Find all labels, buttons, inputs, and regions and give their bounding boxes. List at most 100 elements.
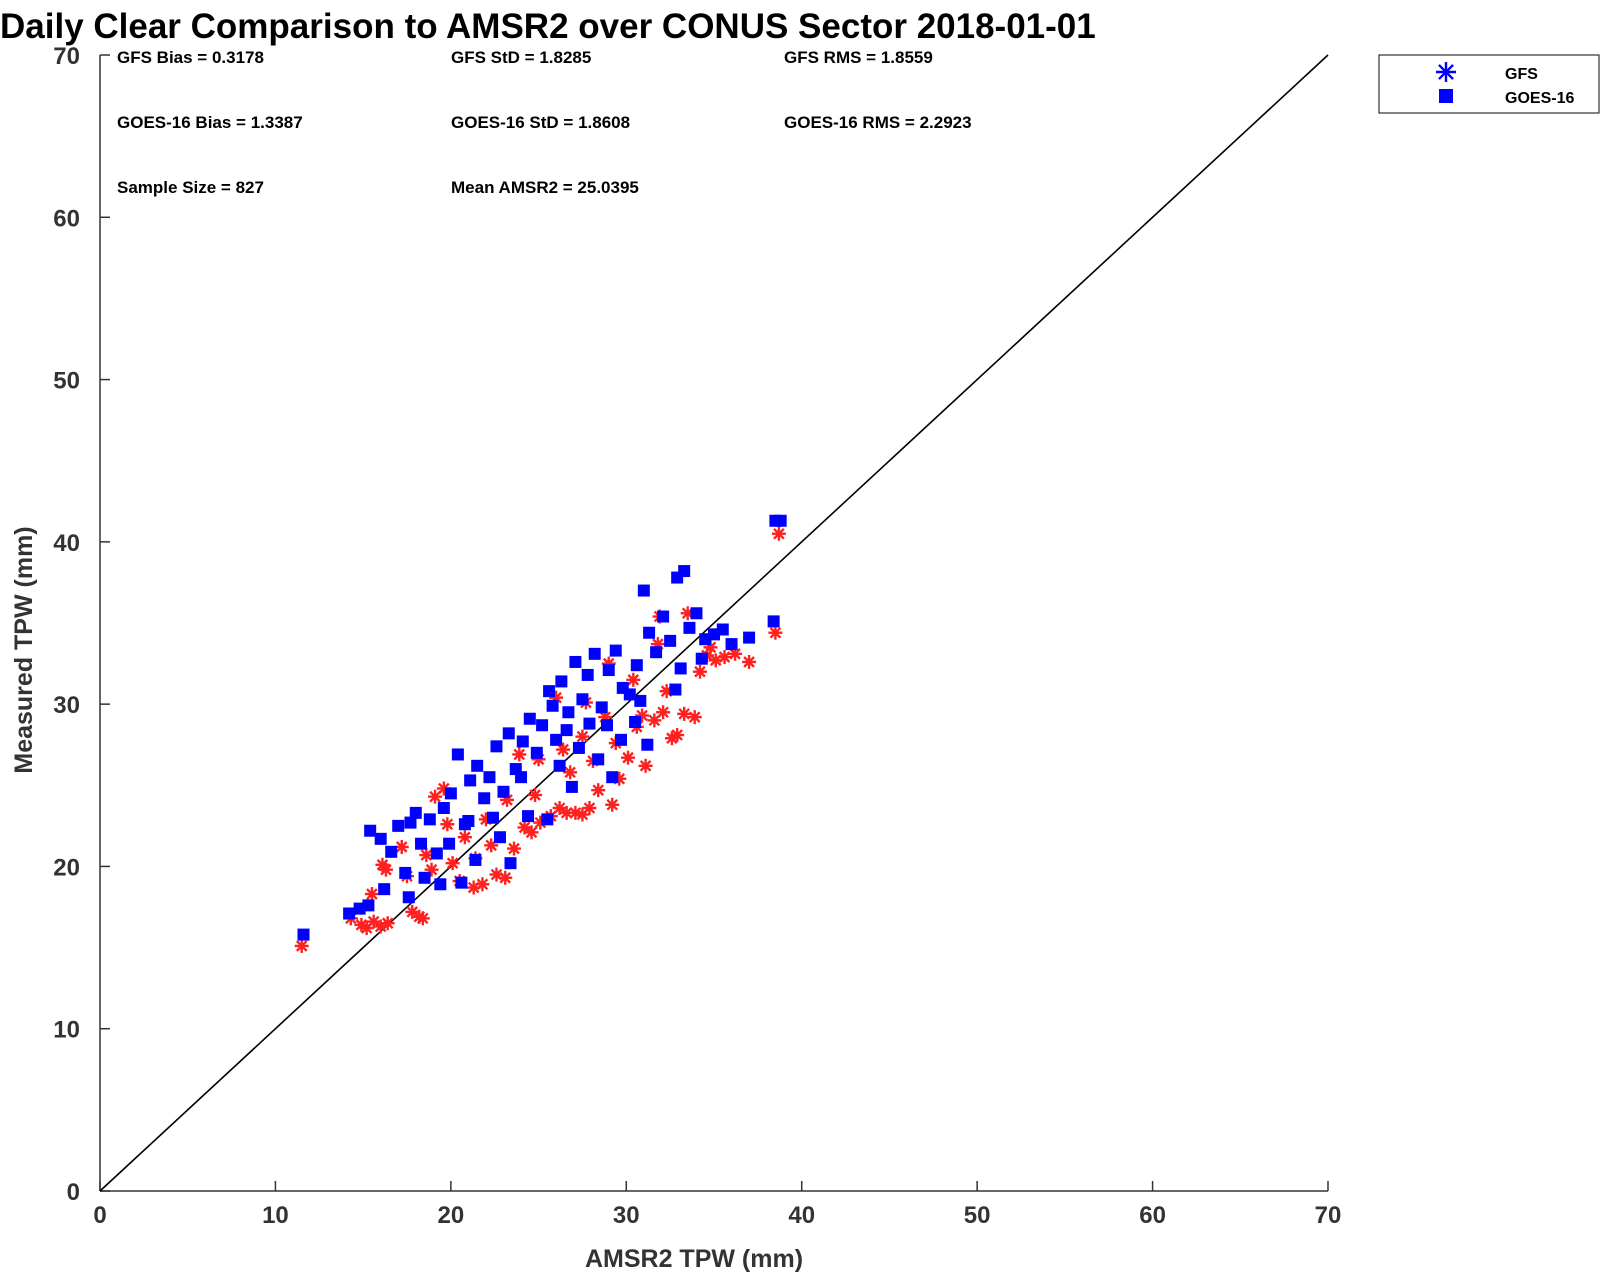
stat-goes-bias: GOES-16 Bias = 1.3387: [117, 113, 303, 132]
goes16-point: [478, 792, 491, 805]
goes16-point: [690, 607, 703, 620]
gfs-point: [656, 705, 671, 720]
goes16-point: [560, 724, 573, 737]
y-tick-label: 60: [53, 205, 80, 232]
stat-goes-std: GOES-16 StD = 1.8608: [451, 113, 630, 132]
gfs-point: [771, 526, 786, 541]
x-tick-label: 50: [964, 1202, 991, 1229]
gfs-point: [621, 750, 636, 765]
goes16-point: [378, 883, 391, 896]
gfs-point: [552, 801, 567, 816]
goes16-point: [515, 771, 528, 784]
goes16-point: [629, 715, 642, 728]
x-ticks: 0 10 20 30 40 50 60 70: [93, 1181, 1341, 1229]
y-tick-label: 10: [53, 1017, 80, 1044]
gfs-point: [405, 904, 420, 919]
legend-gfs-asterisk-glyph: [1436, 62, 1456, 82]
gfs-point: [677, 706, 692, 721]
goes16-point: [493, 831, 506, 844]
goes16-point: [623, 688, 636, 701]
y-axis-label: Measured TPW (mm): [10, 526, 38, 773]
x-tick-label: 0: [93, 1202, 106, 1229]
goes16-point: [562, 706, 575, 719]
goes16-point: [695, 652, 708, 665]
goes16-point: [774, 514, 787, 527]
goes16-point: [743, 631, 756, 644]
stat-gfs-rms: GFS RMS = 1.8559: [784, 48, 933, 67]
x-tick-label: 60: [1139, 1202, 1166, 1229]
goes16-point: [536, 719, 549, 732]
gfs-point: [428, 789, 443, 804]
gfs-point: [638, 758, 653, 773]
gfs-point: [294, 938, 309, 953]
goes16-point: [402, 891, 415, 904]
goes16-point: [502, 727, 515, 740]
gfs-point: [556, 742, 571, 757]
stat-goes-rms: GOES-16 RMS = 2.2923: [784, 113, 972, 132]
gfs-point: [475, 877, 490, 892]
goes16-point: [490, 740, 503, 753]
y-tick-label: 20: [53, 854, 80, 881]
goes16-point: [471, 759, 484, 772]
stat-gfs-std: GFS StD = 1.8285: [451, 48, 591, 67]
y-tick-label: 30: [53, 692, 80, 719]
gfs-point: [626, 672, 641, 687]
goes16-point: [434, 878, 447, 891]
gfs-point: [445, 856, 460, 871]
goes16-point: [430, 847, 443, 860]
y-tick-label: 0: [67, 1179, 80, 1206]
gfs-point: [440, 817, 455, 832]
chart-title: Daily Clear Comparison to AMSR2 over CON…: [0, 7, 1096, 46]
gfs-point: [563, 765, 578, 780]
gfs-point: [517, 820, 532, 835]
goes16-point: [555, 675, 568, 688]
goes16-point: [399, 866, 412, 879]
gfs-point: [378, 862, 393, 877]
goes16-point: [637, 584, 650, 597]
goes16-point: [650, 646, 663, 659]
goes16-point: [569, 655, 582, 668]
gfs-point: [768, 625, 783, 640]
x-tick-label: 30: [613, 1202, 640, 1229]
gfs-point: [591, 783, 606, 798]
goes16-point: [423, 813, 436, 826]
goes16-point: [641, 738, 654, 751]
goes16-series: [297, 514, 787, 941]
gfs-point: [528, 788, 543, 803]
goes16-point: [486, 811, 499, 824]
gfs-point: [524, 825, 539, 840]
gfs-point: [512, 747, 527, 762]
goes16-point: [418, 871, 431, 884]
goes16-point: [683, 621, 696, 634]
goes16-point: [415, 837, 428, 850]
goes16-point: [437, 802, 450, 815]
goes16-point: [716, 623, 729, 636]
goes16-point: [374, 832, 387, 845]
goes16-point: [483, 771, 496, 784]
stat-sample-size: Sample Size = 827: [117, 178, 264, 197]
goes16-point: [504, 857, 517, 870]
goes16-point: [602, 664, 615, 677]
goes16-point: [588, 647, 601, 660]
goes16-point: [553, 759, 566, 772]
legend-goes16-square-icon: [1439, 89, 1453, 103]
gfs-point: [717, 650, 732, 665]
x-tick-label: 10: [262, 1202, 289, 1229]
goes16-point: [592, 753, 605, 766]
x-tick-label: 40: [788, 1202, 815, 1229]
goes16-point: [669, 683, 682, 696]
y-tick-label: 40: [53, 530, 80, 557]
goes16-point: [678, 565, 691, 578]
goes16-point: [600, 719, 613, 732]
stat-gfs-bias: GFS Bias = 0.3178: [117, 48, 264, 67]
goes16-point: [343, 907, 356, 920]
goes16-point: [392, 819, 405, 832]
x-axis-label: AMSR2 TPW (mm): [585, 1245, 803, 1273]
x-tick-label: 70: [1315, 1202, 1342, 1229]
gfs-point: [742, 654, 757, 669]
gfs-point: [692, 664, 707, 679]
goes16-point: [546, 699, 559, 712]
gfs-point: [380, 916, 395, 931]
goes16-point: [606, 771, 619, 784]
